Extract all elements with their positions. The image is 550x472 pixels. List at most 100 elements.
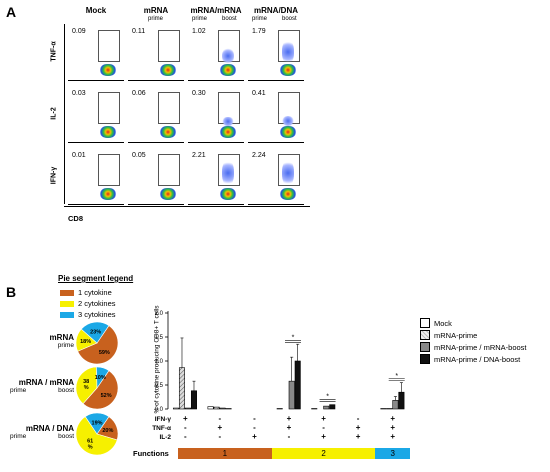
bar [207,406,214,410]
column-title: Mock [85,6,107,15]
cell-population [280,188,296,200]
pie-slice [80,321,110,344]
functions-label: Functions [133,449,169,458]
bar-legend-item: mRNA-prime / mRNA-boost [420,342,527,352]
column-subtitle: prime [192,16,208,22]
pie-slice-label: 19% [92,420,103,426]
flow-plot: 1.02 [188,24,244,81]
column-subtitle: prime [148,16,164,22]
pie-subtitle: prime [10,433,27,440]
table-sign: + [321,432,326,441]
percent-label: 0.01 [72,152,86,159]
table-sign: + [286,423,292,432]
bar [288,380,295,410]
y-tick-label: 1.0 [155,359,164,365]
table-sign: + [390,414,396,423]
y-tick-label: 2.0 [155,311,164,317]
pie-slice [82,370,119,410]
table-row-label: TNF-α [152,425,171,432]
table-sign: - [356,414,360,423]
function-group-bar: 2 [271,448,376,459]
percent-label: 2.21 [192,152,206,159]
flow-plot: 1.79 [248,24,304,81]
cell-population [160,126,176,138]
pie-slice [75,416,118,456]
percent-label: 0.41 [252,90,266,97]
flow-plot: 0.11 [128,24,184,81]
y-tick-label: 1.5 [155,335,164,341]
table-sign: + [390,423,396,432]
pie-subtitles: prime [10,342,74,349]
column-subtitle: boost [222,16,237,22]
pie-title-text: mRNA / mRNA [18,378,74,387]
pie-subtitles: prime boost [10,433,74,440]
flow-plot: 0.41 [248,86,304,143]
legend-label: mRNA-prime [434,330,478,340]
bar-legend-item: Mock [420,318,452,328]
cell-population [220,64,236,76]
flow-plot: 0.03 [68,86,124,143]
gate-box [158,154,180,186]
pie-slice-label: 18% [80,339,91,345]
y-axis-label: % of cytokine producing CD8+ T cells [153,305,161,414]
percent-label: 0.06 [132,90,146,97]
flow-plot: 0.05 [128,148,184,205]
pie-slice [96,366,110,389]
column-title: mRNA [143,6,169,15]
legend-label: 1 cytokine [78,288,112,297]
bar [219,407,226,410]
percent-label: 0.03 [72,90,86,97]
cell-population [100,126,116,138]
bar [323,405,330,410]
legend-swatch [420,342,430,352]
legend-swatch [60,289,74,296]
bar [178,367,185,410]
flow-plot: 2.21 [188,148,244,205]
significance-star: * [395,373,398,380]
panel-a-y-axis-line [64,24,65,204]
table-sign: - [253,414,256,423]
gated-events [222,47,234,64]
pie-subtitle: boost [58,387,74,394]
pie-legend-item: 3 cytokines [60,310,116,319]
cell-population [220,188,236,200]
legend-swatch [420,318,430,328]
percent-label: 1.79 [252,28,266,35]
table-row-label: IL-2 [159,434,171,441]
legend-swatch [60,300,74,307]
cell-population [100,188,116,200]
bar [172,407,179,410]
pie-slice-label: % [88,444,93,450]
table-sign: + [252,432,257,441]
function-group-bar: 3 [375,448,410,459]
column-title: mRNA/mRNA [190,6,242,15]
percent-label: 0.30 [192,90,206,97]
gate-box [98,30,120,62]
flow-plot: 0.06 [128,86,184,143]
flow-plot: 0.09 [68,24,124,81]
legend-label: 2 cytokines [78,299,116,308]
pie-slice [77,325,119,365]
bar [213,406,220,410]
legend-label: mRNA-prime / mRNA-boost [434,342,527,352]
bar [294,360,301,410]
table-sign: + [217,423,223,432]
gated-events [222,117,234,126]
pie-title: mRNA prime [10,333,74,349]
pie-slice [75,366,98,405]
pie-subtitles: prime boost [10,387,74,394]
percent-label: 0.11 [132,28,146,35]
legend-swatch [60,311,74,318]
gate-box [158,92,180,124]
table-row-label: IFN-γ [154,416,171,423]
bar-legend-item: mRNA-prime / DNA-boost [420,354,520,364]
pie-slice-label: 23% [90,330,101,336]
gated-events [282,40,294,64]
column-subtitle: prime [252,16,268,22]
percent-label: 1.02 [192,28,206,35]
bar-legend-item: mRNA-prime [420,330,477,340]
gated-events [222,159,234,186]
table-sign: + [286,414,292,423]
table-sign: - [218,414,222,423]
pie-title: mRNA / DNA prime boost [10,424,74,440]
